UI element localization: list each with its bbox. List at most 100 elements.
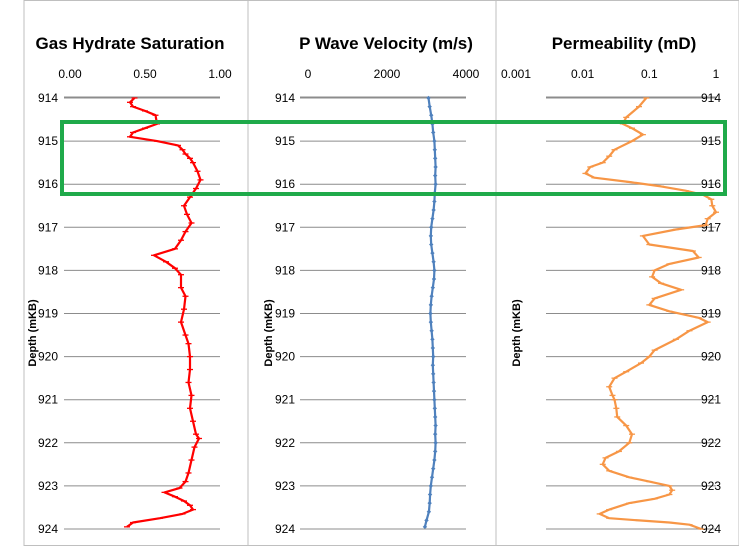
y-tick-label: 914	[38, 91, 58, 105]
y-tick-label: 920	[38, 350, 58, 364]
data-point	[429, 294, 434, 299]
data-point	[430, 363, 436, 368]
panel-p-wave-velocity: P Wave Velocity (m/s) Depth (mKB) 914 915…	[263, 34, 480, 536]
y-tick-label: 920	[701, 350, 721, 364]
grid	[300, 96, 466, 530]
data-point	[431, 276, 437, 282]
x-tick-label: 0.01	[571, 67, 595, 81]
tick-labels: 914 915 916 917 918 919 920 921 922 923 924 0.001 0.…	[501, 67, 721, 536]
y-tick-label: 914	[701, 91, 721, 105]
data-point	[433, 423, 438, 428]
data-point	[432, 457, 437, 463]
y-tick-label: 918	[275, 263, 295, 277]
data-point	[432, 173, 438, 178]
y-tick-label: 921	[701, 393, 721, 407]
data-point	[428, 311, 433, 316]
tick-labels: 914 915 916 917 918 919 920 921 922 923 924 0 2000 40…	[275, 67, 480, 536]
data-point	[431, 130, 436, 135]
y-tick-label: 923	[275, 479, 295, 493]
grid	[546, 96, 716, 530]
y-tick-label: 920	[275, 350, 295, 364]
y-tick-label: 919	[38, 307, 58, 321]
data-point	[433, 164, 438, 170]
data-point	[431, 207, 436, 213]
data-point	[432, 138, 437, 144]
grid	[64, 96, 220, 530]
y-tick-label: 918	[38, 263, 58, 277]
data-point	[424, 518, 429, 523]
y-tick-label: 916	[275, 177, 295, 191]
chart-title: P Wave Velocity (m/s)	[299, 34, 473, 53]
series	[124, 97, 204, 528]
data-point	[431, 388, 437, 394]
data-point	[432, 397, 437, 402]
y-tick-label: 916	[701, 177, 721, 191]
tick-labels: 914 915 916 917 918 919 920 921 922 923 924 0.00 0.5…	[38, 67, 232, 536]
data-point	[432, 414, 438, 420]
data-point	[432, 147, 437, 152]
series-line	[584, 97, 718, 531]
y-tick-label: 916	[38, 177, 58, 191]
data-point	[432, 431, 438, 437]
y-tick-label: 917	[38, 220, 58, 234]
data-point	[433, 182, 438, 187]
y-tick-label: 924	[38, 522, 58, 536]
y-tick-label: 921	[275, 393, 295, 407]
y-tick-label: 919	[701, 307, 721, 321]
x-tick-label: 0.00	[58, 67, 82, 81]
data-point	[426, 509, 432, 514]
x-tick-label: 1.00	[208, 67, 232, 81]
y-tick-label: 922	[275, 436, 295, 450]
data-point	[430, 285, 436, 290]
y-axis-label: Depth (mKB)	[263, 299, 275, 367]
x-tick-label: 4000	[453, 67, 480, 81]
data-point	[428, 483, 434, 489]
chart-title: Permeability (mD)	[552, 34, 697, 53]
y-tick-label: 924	[701, 522, 721, 536]
data-point	[431, 354, 436, 359]
data-point	[432, 268, 437, 273]
y-tick-label: 919	[275, 307, 295, 321]
data-point	[429, 113, 434, 118]
chart-title: Gas Hydrate Saturation	[36, 34, 225, 53]
data-point	[427, 492, 433, 497]
data-point	[426, 95, 431, 101]
data-point	[427, 500, 432, 506]
panel-gas-hydrate-saturation: Gas Hydrate Saturation Depth (mKB) 91491…	[27, 34, 232, 536]
x-tick-label: 0.50	[133, 67, 157, 81]
data-point	[430, 250, 435, 256]
y-tick-label: 914	[275, 91, 295, 105]
y-tick-label: 923	[38, 479, 58, 493]
panel-permeability: Permeability (mD) Depth (mKB) 914 915 916 9…	[501, 34, 721, 536]
series	[582, 97, 719, 531]
y-tick-label: 922	[38, 436, 58, 450]
data-point	[433, 440, 438, 445]
y-tick-label: 915	[701, 134, 721, 148]
y-tick-label: 918	[701, 263, 721, 277]
data-point	[431, 466, 436, 471]
y-axis-label: Depth (mKB)	[511, 299, 523, 367]
y-tick-label: 921	[38, 393, 58, 407]
data-point	[429, 242, 434, 247]
data-point	[431, 371, 436, 377]
highlight-box	[60, 120, 727, 196]
y-tick-label: 922	[701, 436, 721, 450]
data-point	[428, 302, 434, 308]
data-point	[431, 259, 436, 264]
data-point	[432, 199, 437, 204]
data-point	[430, 216, 435, 221]
data-point	[429, 328, 434, 333]
x-tick-label: 0	[305, 67, 312, 81]
series	[422, 95, 438, 530]
data-point	[428, 319, 434, 325]
data-point	[430, 345, 436, 351]
y-tick-label: 924	[275, 522, 295, 536]
data-point	[427, 104, 432, 109]
x-tick-label: 0.001	[501, 67, 531, 81]
data-point	[428, 233, 434, 239]
data-point	[431, 380, 436, 385]
data-point	[422, 524, 428, 530]
data-point	[432, 406, 437, 411]
y-tick-label: 923	[701, 479, 721, 493]
